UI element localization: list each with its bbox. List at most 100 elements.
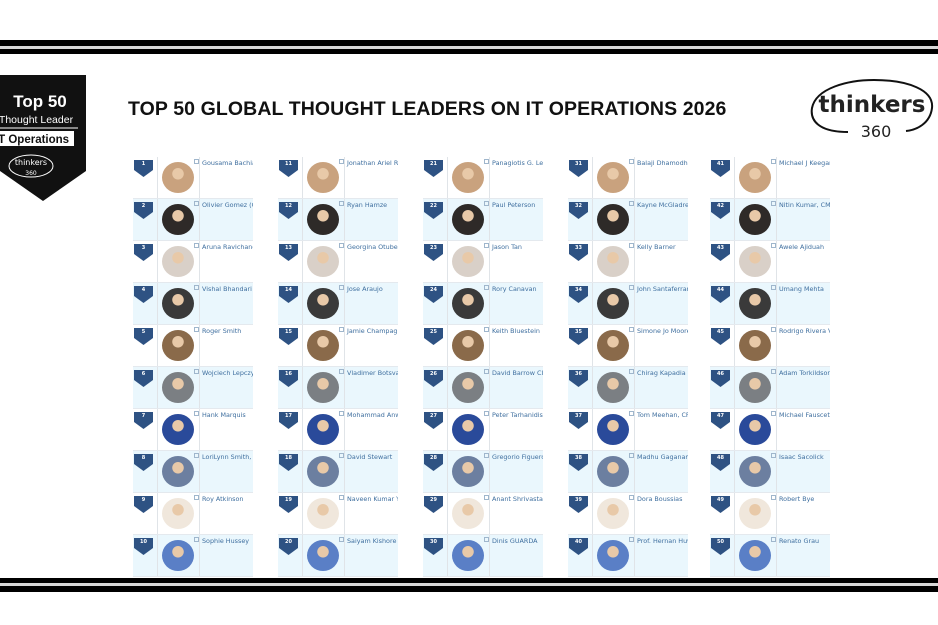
leader-name-link[interactable]: Prof. Hernan Huwyler — [637, 537, 688, 545]
bookmark-icon[interactable] — [194, 243, 199, 248]
bookmark-icon[interactable] — [194, 411, 199, 416]
avatar[interactable] — [597, 204, 629, 235]
bookmark-icon[interactable] — [484, 411, 489, 416]
bookmark-icon[interactable] — [194, 285, 199, 290]
avatar[interactable] — [307, 414, 339, 445]
bookmark-icon[interactable] — [484, 537, 489, 542]
bookmark-icon[interactable] — [484, 453, 489, 458]
bookmark-icon[interactable] — [771, 411, 776, 416]
avatar[interactable] — [739, 372, 771, 403]
leader-row[interactable]: 43 Awele Ajiduah — [710, 241, 830, 283]
bookmark-icon[interactable] — [629, 369, 634, 374]
leader-row[interactable]: 41 Michael J Keegan — [710, 157, 830, 199]
avatar[interactable] — [597, 498, 629, 529]
leader-name-link[interactable]: Georgina Otubela — [347, 243, 398, 251]
bookmark-icon[interactable] — [484, 495, 489, 500]
leader-name-link[interactable]: Jose Araujo — [347, 285, 383, 293]
leader-row[interactable]: 21 Panagiotis G. Lendaris — [423, 157, 543, 199]
leader-name-link[interactable]: Panagiotis G. Lendaris — [492, 159, 543, 167]
leader-row[interactable]: 44 Umang Mehta — [710, 283, 830, 325]
leader-name-link[interactable]: Paul Peterson — [492, 201, 536, 209]
leader-row[interactable]: 45 Rodrigo Rivera Villa — [710, 325, 830, 367]
leader-row[interactable]: 38 Madhu Gaganam — [568, 451, 688, 493]
bookmark-icon[interactable] — [771, 453, 776, 458]
bookmark-icon[interactable] — [339, 327, 344, 332]
bookmark-icon[interactable] — [194, 159, 199, 164]
leader-name-link[interactable]: Simone Jo Moore — [637, 327, 688, 335]
avatar[interactable] — [162, 204, 194, 235]
leader-row[interactable]: 34 John Santaferraro — [568, 283, 688, 325]
avatar[interactable] — [307, 246, 339, 277]
avatar[interactable] — [739, 414, 771, 445]
bookmark-icon[interactable] — [771, 327, 776, 332]
bookmark-icon[interactable] — [629, 327, 634, 332]
bookmark-icon[interactable] — [771, 537, 776, 542]
leader-row[interactable]: 2 Olivier Gomez (OG) — [133, 199, 253, 241]
leader-name-link[interactable]: Michael J Keegan — [779, 159, 830, 167]
avatar[interactable] — [739, 288, 771, 319]
avatar[interactable] — [307, 162, 339, 193]
leader-row[interactable]: 14 Jose Araujo — [278, 283, 398, 325]
leader-name-link[interactable]: Chirag Kapadia — [637, 369, 686, 377]
leader-row[interactable]: 16 Vladimer Botsvadze — [278, 367, 398, 409]
avatar[interactable] — [162, 498, 194, 529]
leader-name-link[interactable]: Kayne McGladrey — [637, 201, 688, 209]
leader-row[interactable]: 23 Jason Tan — [423, 241, 543, 283]
bookmark-icon[interactable] — [484, 327, 489, 332]
leader-row[interactable]: 10 Sophie Hussey — [133, 535, 253, 577]
leader-row[interactable]: 24 Rory Canavan — [423, 283, 543, 325]
leader-name-link[interactable]: Vladimer Botsvadze — [347, 369, 398, 377]
avatar[interactable] — [597, 540, 629, 571]
avatar[interactable] — [307, 456, 339, 487]
leader-name-link[interactable]: Hank Marquis — [202, 411, 246, 419]
avatar[interactable] — [452, 288, 484, 319]
avatar[interactable] — [307, 288, 339, 319]
bookmark-icon[interactable] — [194, 369, 199, 374]
leader-name-link[interactable]: John Santaferraro — [637, 285, 688, 293]
leader-name-link[interactable]: Keith Bluestein — [492, 327, 540, 335]
leader-name-link[interactable]: Nitin Kumar, CMC — [779, 201, 830, 209]
leader-row[interactable]: 42 Nitin Kumar, CMC — [710, 199, 830, 241]
leader-name-link[interactable]: Roy Atkinson — [202, 495, 244, 503]
leader-row[interactable]: 29 Anant Shrivastava — [423, 493, 543, 535]
leader-name-link[interactable]: Jason Tan — [492, 243, 522, 251]
leader-name-link[interactable]: Vishal Bhandari — [202, 285, 252, 293]
leader-row[interactable]: 46 Adam Torkildson — [710, 367, 830, 409]
bookmark-icon[interactable] — [484, 159, 489, 164]
leader-name-link[interactable]: Gousama Bachiar TAISE — [202, 159, 253, 167]
bookmark-icon[interactable] — [771, 285, 776, 290]
avatar[interactable] — [739, 540, 771, 571]
leader-name-link[interactable]: Ryan Hamze — [347, 201, 388, 209]
bookmark-icon[interactable] — [339, 243, 344, 248]
avatar[interactable] — [597, 288, 629, 319]
bookmark-icon[interactable] — [339, 285, 344, 290]
leader-row[interactable]: 32 Kayne McGladrey — [568, 199, 688, 241]
leader-row[interactable]: 36 Chirag Kapadia — [568, 367, 688, 409]
leader-row[interactable]: 7 Hank Marquis — [133, 409, 253, 451]
leader-name-link[interactable]: Adam Torkildson — [779, 369, 830, 377]
leader-row[interactable]: 33 Kelly Barner — [568, 241, 688, 283]
bookmark-icon[interactable] — [629, 537, 634, 542]
bookmark-icon[interactable] — [771, 369, 776, 374]
leader-name-link[interactable]: Sophie Hussey — [202, 537, 250, 545]
avatar[interactable] — [597, 414, 629, 445]
leader-row[interactable]: 48 Isaac Sacolick — [710, 451, 830, 493]
bookmark-icon[interactable] — [629, 453, 634, 458]
bookmark-icon[interactable] — [629, 495, 634, 500]
avatar[interactable] — [739, 246, 771, 277]
avatar[interactable] — [452, 372, 484, 403]
leader-name-link[interactable]: Isaac Sacolick — [779, 453, 824, 461]
bookmark-icon[interactable] — [771, 495, 776, 500]
leader-row[interactable]: 20 Saiyam Kishore — [278, 535, 398, 577]
leader-name-link[interactable]: Olivier Gomez (OG) — [202, 201, 253, 209]
bookmark-icon[interactable] — [629, 201, 634, 206]
leader-row[interactable]: 26 David Barrow CITP FBCS — [423, 367, 543, 409]
avatar[interactable] — [739, 330, 771, 361]
avatar[interactable] — [307, 330, 339, 361]
leader-row[interactable]: 3 Aruna Ravichandran — [133, 241, 253, 283]
leader-name-link[interactable]: David Barrow CITP FBCS — [492, 369, 543, 377]
avatar[interactable] — [739, 456, 771, 487]
avatar[interactable] — [162, 330, 194, 361]
leader-name-link[interactable]: Michael Fauscette — [779, 411, 830, 419]
leader-name-link[interactable]: Peter Tarhanidis, Ph.D. — [492, 411, 543, 419]
